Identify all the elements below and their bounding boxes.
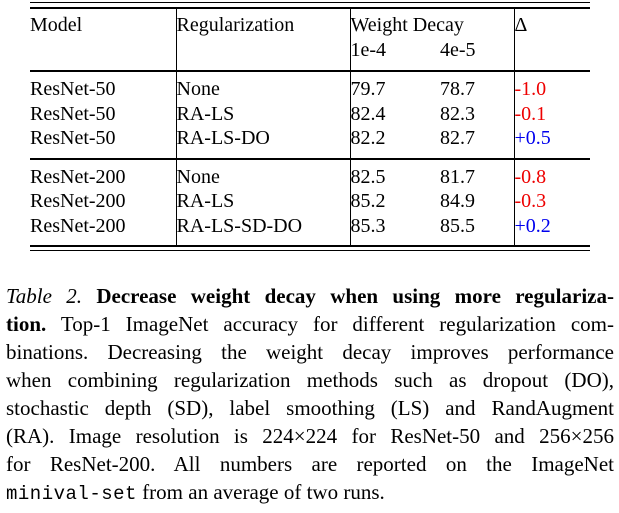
cell-wd-4e-5: 78.7 bbox=[440, 70, 514, 102]
header-wd-1e-4: 1e-4 bbox=[349, 37, 440, 71]
table-header-row: Model Regularization Weight Decay Δ bbox=[30, 9, 590, 71]
cell-model: ResNet-200 bbox=[30, 157, 176, 189]
cell-wd-4e-5: 82.3 bbox=[440, 102, 475, 125]
results-table-wrap: Model Regularization Weight Decay Δ 1e-4… bbox=[30, 2, 590, 251]
caption-line: Table 2. Decrease weight decay when usin… bbox=[6, 282, 614, 310]
table-bottom-rule-thin bbox=[30, 249, 590, 251]
caption-label: Table 2. bbox=[6, 283, 82, 308]
cell-delta: -0.1 bbox=[513, 101, 590, 126]
table-row: ResNet-50 RA-LS-DO 82.2 82.7 +0.5 bbox=[30, 126, 590, 159]
cell-model: ResNet-50 bbox=[30, 102, 116, 125]
cell-wd-1e-4: 82.2 bbox=[349, 126, 440, 159]
table-row: ResNet-200 None 82.5 81.7 -0.8 bbox=[30, 157, 590, 189]
table-bottom-rule-thick bbox=[30, 245, 590, 247]
cell-wd-1e-4: 85.2 bbox=[349, 189, 440, 214]
table-caption: Table 2. Decrease weight decay when usin… bbox=[6, 282, 614, 508]
table-group-resnet50: ResNet-50 None 79.7 78.7 -1.0 ResNet-50 … bbox=[30, 70, 590, 159]
cell-regularization: RA-LS-DO bbox=[175, 126, 350, 159]
table-row: ResNet-50 None 79.7 78.7 -1.0 bbox=[30, 70, 590, 102]
caption-title-cont: tion. bbox=[6, 311, 47, 336]
cell-model: ResNet-200 bbox=[30, 190, 126, 212]
cell-wd-1e-4: 82.4 bbox=[349, 101, 440, 126]
cell-model: ResNet-50 bbox=[30, 127, 116, 149]
cell-model: ResNet-200 bbox=[30, 214, 126, 237]
table-subheader-row: 1e-4 4e-5 bbox=[30, 37, 590, 71]
cell-regularization: RA-LS-SD-DO bbox=[175, 213, 350, 245]
caption-text: from an average of two runs. bbox=[136, 479, 385, 504]
header-wd-4e-5: 4e-5 bbox=[440, 38, 476, 61]
cell-regularization: RA-LS bbox=[175, 101, 350, 126]
header-model: Model bbox=[30, 14, 83, 36]
caption-line: tion. Top-1 ImageNet accuracy for differ… bbox=[6, 310, 614, 338]
cell-wd-4e-5: 82.7 bbox=[440, 127, 475, 149]
cell-wd-1e-4: 82.5 bbox=[349, 157, 440, 189]
cell-delta: -1.0 bbox=[513, 70, 590, 102]
header-delta: Δ bbox=[513, 9, 590, 71]
table-header: Model Regularization Weight Decay Δ 1e-4… bbox=[30, 9, 590, 71]
table-group-resnet200: ResNet-200 None 82.5 81.7 -0.8 ResNet-20… bbox=[30, 157, 590, 245]
inline-code: minival-set bbox=[6, 482, 137, 505]
cell-regularization: None bbox=[175, 70, 350, 102]
caption-title: Decrease weight decay when using more re… bbox=[82, 283, 614, 308]
cell-regularization: None bbox=[175, 157, 350, 189]
caption-line: minival-set from an average of two runs. bbox=[6, 478, 614, 508]
cell-delta: -0.8 bbox=[513, 157, 590, 189]
table-row: ResNet-50 RA-LS 82.4 82.3 -0.1 bbox=[30, 101, 590, 126]
cell-wd-4e-5: 84.9 bbox=[440, 190, 475, 212]
cell-wd-1e-4: 79.7 bbox=[349, 70, 440, 102]
cell-delta: -0.3 bbox=[513, 189, 590, 214]
cell-delta: +0.2 bbox=[513, 213, 590, 245]
table-top-rule-thin bbox=[30, 2, 590, 3]
cell-wd-1e-4: 85.3 bbox=[349, 213, 440, 245]
caption-line: binations. Decreasing the weight decay i… bbox=[6, 339, 614, 364]
cell-delta: +0.5 bbox=[513, 126, 590, 159]
header-regularization: Regularization bbox=[175, 9, 350, 71]
caption-line: for ResNet-200. All numbers are reported… bbox=[6, 451, 614, 476]
caption-line: stochastic depth (SD), label smoothing (… bbox=[6, 395, 614, 420]
caption-line: when combining regularization methods su… bbox=[6, 367, 614, 392]
cell-model: ResNet-50 bbox=[30, 70, 176, 102]
cell-regularization: RA-LS bbox=[175, 189, 350, 214]
caption-line: (RA). Image resolution is 224×224 for Re… bbox=[6, 423, 614, 448]
results-table: Model Regularization Weight Decay Δ 1e-4… bbox=[30, 9, 590, 245]
table-top-rule-thick bbox=[30, 7, 590, 9]
header-weight-decay: Weight Decay bbox=[349, 9, 514, 38]
cell-wd-4e-5: 81.7 bbox=[440, 157, 514, 189]
cell-wd-4e-5: 85.5 bbox=[440, 214, 475, 237]
table-row: ResNet-200 RA-LS-SD-DO 85.3 85.5 +0.2 bbox=[30, 213, 590, 245]
caption-text: Top-1 ImageNet accuracy for different re… bbox=[46, 311, 614, 336]
table-row: ResNet-200 RA-LS 85.2 84.9 -0.3 bbox=[30, 189, 590, 214]
